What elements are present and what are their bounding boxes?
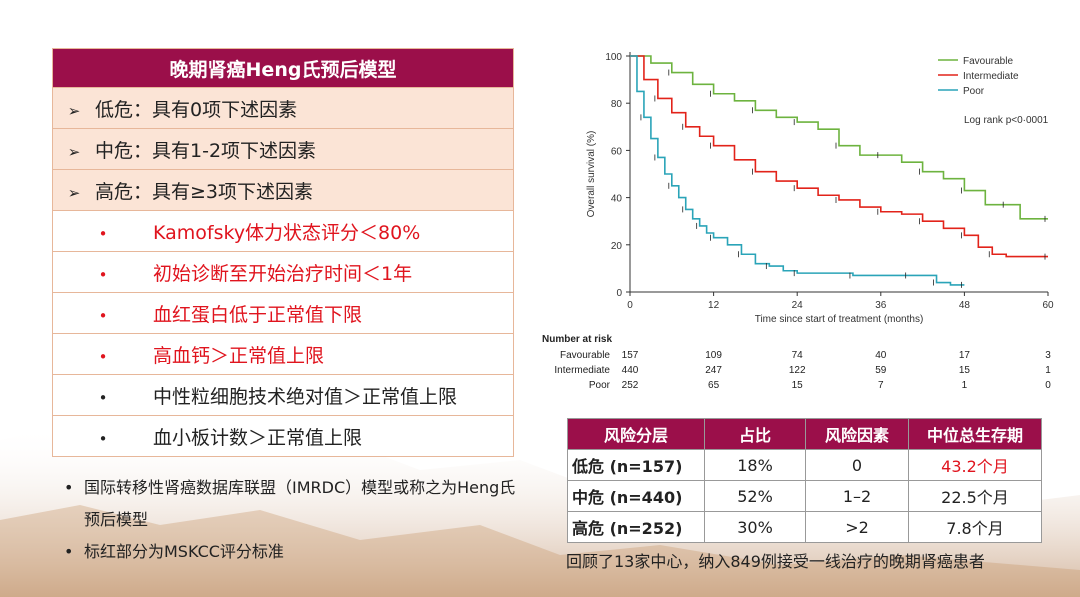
risk-count: 3 — [1045, 350, 1051, 361]
factor-label: 中性粒细胞技术绝对值＞正常值上限 — [153, 385, 458, 408]
y-tick-label: 80 — [611, 99, 623, 110]
table-cell: 1–2 — [805, 480, 909, 512]
risk-table-title: Number at risk — [542, 334, 612, 345]
table-row: 中危 (n=440) 52% 1–2 22.5个月 — [567, 480, 1042, 512]
arrow-icon: ➢ — [67, 101, 81, 120]
table-cell: 22.5个月 — [908, 480, 1042, 512]
table-cell: 30% — [704, 511, 806, 543]
table-cell: >2 — [805, 511, 909, 543]
risk-count: 122 — [789, 365, 806, 376]
series-line-favourable — [630, 55, 1048, 220]
bullet-icon: • — [98, 224, 108, 243]
x-tick-label: 0 — [627, 300, 633, 311]
risk-count: 0 — [1045, 380, 1051, 391]
factor-label: 初始诊断至开始治疗时间＜1年 — [153, 262, 413, 285]
level-label: 高危：具有≥3项下述因素 — [95, 180, 314, 203]
level-row-intermediate: ➢ 中危：具有1-2项下述因素 — [52, 128, 514, 170]
bullet-icon: • — [98, 306, 108, 325]
risk-count: 17 — [959, 350, 971, 361]
factor-row: • 中性粒细胞技术绝对值＞正常值上限 — [52, 374, 514, 416]
notes: 国际转移性肾癌数据库联盟（IMRDC）模型或称之为Heng氏预后模型 标红部分为… — [60, 472, 520, 568]
table-cell: 低危 (n=157) — [567, 449, 705, 481]
caption: 回顾了13家中心，纳入849例接受一线治疗的晚期肾癌患者 — [566, 552, 985, 571]
level-row-low: ➢ 低危：具有0项下述因素 — [52, 87, 514, 129]
table-cell: 高危 (n=252) — [567, 511, 705, 543]
table-cell: 7.8个月 — [908, 511, 1042, 543]
x-tick-label: 24 — [792, 300, 804, 311]
bullet-icon: • — [98, 347, 108, 366]
risk-count: 40 — [875, 350, 887, 361]
legend-label: Favourable — [963, 56, 1013, 67]
risk-count: 15 — [959, 365, 971, 376]
x-tick-label: 12 — [708, 300, 720, 311]
risk-count: 59 — [875, 365, 887, 376]
factor-row: • Kamofsky体力状态评分＜80% — [52, 210, 514, 252]
risk-count: 247 — [705, 365, 722, 376]
factor-row: • 血小板计数＞正常值上限 — [52, 415, 514, 457]
factor-label: 血小板计数＞正常值上限 — [153, 426, 363, 449]
y-tick-label: 20 — [611, 241, 623, 252]
heng-model-title: 晚期肾癌Heng氏预后模型 — [52, 48, 514, 88]
y-axis-label: Overall survival (%) — [586, 131, 597, 218]
x-tick-label: 36 — [875, 300, 887, 311]
risk-count: 157 — [622, 350, 639, 361]
arrow-icon: ➢ — [67, 142, 81, 161]
y-tick-label: 60 — [611, 146, 623, 157]
legend-label: Poor — [963, 86, 985, 97]
series-line-intermediate — [630, 55, 1048, 258]
factor-row: • 血红蛋白低于正常值下限 — [52, 292, 514, 334]
factor-label: 血红蛋白低于正常值下限 — [153, 303, 363, 326]
risk-count: 15 — [792, 380, 804, 391]
table-cell: 52% — [704, 480, 806, 512]
y-tick-label: 100 — [605, 52, 622, 63]
y-tick-label: 40 — [611, 194, 623, 205]
table-cell: 18% — [704, 449, 806, 481]
km-survival-chart: 0 20 40 60 80 100 0 12 24 36 48 60 Overall survival … — [542, 52, 1054, 391]
risk-count: 109 — [705, 350, 722, 361]
log-rank-annotation: Log rank p<0·0001 — [964, 115, 1049, 126]
table-cell: 0 — [805, 449, 909, 481]
factor-label: 高血钙＞正常值上限 — [153, 344, 325, 367]
risk-count: 74 — [792, 350, 804, 361]
x-tick-label: 60 — [1042, 300, 1054, 311]
risk-count: 7 — [878, 380, 884, 391]
table-cell: 中危 (n=440) — [567, 480, 705, 512]
arrow-icon: ➢ — [67, 183, 81, 202]
level-label: 中危：具有1-2项下述因素 — [95, 139, 317, 162]
col-header: 中位总生存期 — [908, 418, 1042, 450]
level-label: 低危：具有0项下述因素 — [95, 98, 298, 121]
col-header: 风险因素 — [805, 418, 909, 450]
y-tick-label: 0 — [616, 288, 622, 299]
series-line-poor — [630, 55, 965, 286]
risk-row-label: Poor — [589, 380, 611, 391]
x-tick-label: 48 — [959, 300, 971, 311]
col-header: 风险分层 — [567, 418, 705, 450]
note-item: 标红部分为MSKCC评分标准 — [60, 536, 520, 568]
note-item: 国际转移性肾癌数据库联盟（IMRDC）模型或称之为Heng氏预后模型 — [60, 472, 520, 536]
level-row-high: ➢ 高危：具有≥3项下述因素 — [52, 169, 514, 211]
risk-count: 65 — [708, 380, 720, 391]
risk-count: 252 — [622, 380, 639, 391]
x-axis-label: Time since start of treatment (months) — [755, 314, 924, 325]
legend-label: Intermediate — [963, 71, 1019, 82]
bullet-icon: • — [98, 429, 108, 448]
factor-row: • 初始诊断至开始治疗时间＜1年 — [52, 251, 514, 293]
risk-row-label: Favourable — [560, 350, 610, 361]
bullet-icon: • — [98, 265, 108, 284]
risk-count: 1 — [962, 380, 968, 391]
table-row: 低危 (n=157) 18% 0 43.2个月 — [567, 449, 1042, 481]
col-header: 占比 — [704, 418, 806, 450]
risk-row-label: Intermediate — [554, 365, 610, 376]
factor-row: • 高血钙＞正常值上限 — [52, 333, 514, 375]
table-cell: 43.2个月 — [908, 449, 1042, 481]
heng-model-table: 晚期肾癌Heng氏预后模型 ➢ 低危：具有0项下述因素 ➢ 中危：具有1-2项下述因… — [52, 48, 514, 457]
risk-count: 440 — [622, 365, 639, 376]
table-row: 高危 (n=252) 30% >2 7.8个月 — [567, 511, 1042, 543]
factor-label: Kamofsky体力状态评分＜80% — [153, 221, 421, 244]
risk-count: 1 — [1045, 365, 1051, 376]
bullet-icon: • — [98, 388, 108, 407]
risk-summary-table: 风险分层 占比 风险因素 中位总生存期 低危 (n=157) 18% 0 43.… — [567, 418, 1042, 543]
